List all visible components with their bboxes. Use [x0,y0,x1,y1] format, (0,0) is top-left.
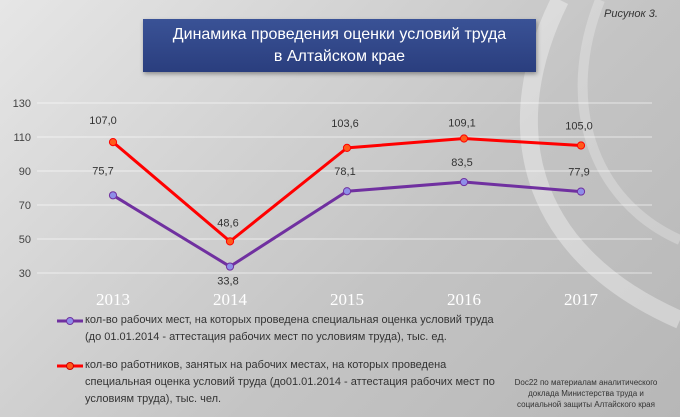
data-label-series-1: 83,5 [451,157,472,169]
source-line-2: доклада Министерства труда и [528,389,644,398]
y-tick-label: 50 [19,234,31,246]
data-label-series-2: 48,6 [217,217,238,229]
y-tick-label: 70 [19,200,31,212]
data-point-series-2 [576,141,586,150]
data-label-series-1: 78,1 [334,166,355,178]
data-point-series-2 [342,143,352,152]
data-labels: 75,7 33,8 78,1 83,5 77,9 107,0 48,6 103,6 109,1 1… [89,115,593,287]
data-label-series-2: 109,1 [448,118,476,130]
y-tick-label: 110 [13,132,31,144]
legend-swatch-series-1 [57,317,83,325]
y-tick-label: 130 [13,98,31,110]
data-point-series-1 [225,262,235,271]
x-tick-label: 2015 [330,290,364,309]
gridlines [37,102,652,274]
legend-label-series-1: кол-во рабочих мест, на которых проведен… [85,314,494,343]
data-point-series-2 [459,134,469,143]
chart-title-line-2: в Алтайском крае [273,47,406,65]
data-point-series-1 [459,177,469,187]
source-line-3: социальной защиты Алтайского края [517,400,655,409]
data-point-series-1 [342,187,352,196]
chart-title-line-1: Динамика проведения оценки условий труда [172,25,507,43]
y-tick-label: 30 [19,268,31,280]
data-label-series-2: 105,0 [565,121,593,133]
data-point-series-1 [576,187,586,196]
data-point-series-2 [225,237,235,246]
y-axis-ticks: 30 50 70 90 110 130 [13,98,31,280]
data-point-series-1 [108,191,118,200]
y-tick-label: 90 [19,166,31,178]
figure-label: Рисунок 3. [604,8,658,20]
legend-item-series-2: кол-во работников, занятых на рабочих ме… [57,357,505,408]
series-points [108,134,586,271]
source-line-1: Doc22 по материалам аналитического [514,378,658,387]
x-tick-label: 2017 [564,290,599,309]
x-tick-label: 2013 [96,290,130,309]
legend-swatch-series-2 [57,362,83,370]
source-note: Doc22 по материалам аналитического докла… [498,377,674,410]
legend-item-series-1: кол-во рабочих мест, на которых проведен… [57,312,505,346]
x-tick-label: 2016 [447,290,481,309]
x-tick-label: 2014 [213,290,248,309]
data-label-series-1: 33,8 [217,276,238,288]
data-label-series-2: 107,0 [89,115,117,127]
legend-label-series-2: кол-во работников, занятых на рабочих ме… [85,359,495,405]
data-label-series-1: 77,9 [568,167,589,179]
data-label-series-1: 75,7 [92,165,113,177]
data-label-series-2: 103,6 [331,118,359,130]
x-axis-ticks: 2013 2014 2015 2016 2017 [96,290,599,309]
chart-title: Динамика проведения оценки условий труда… [143,19,536,72]
data-point-series-2 [108,138,118,147]
series-lines [112,137,582,269]
